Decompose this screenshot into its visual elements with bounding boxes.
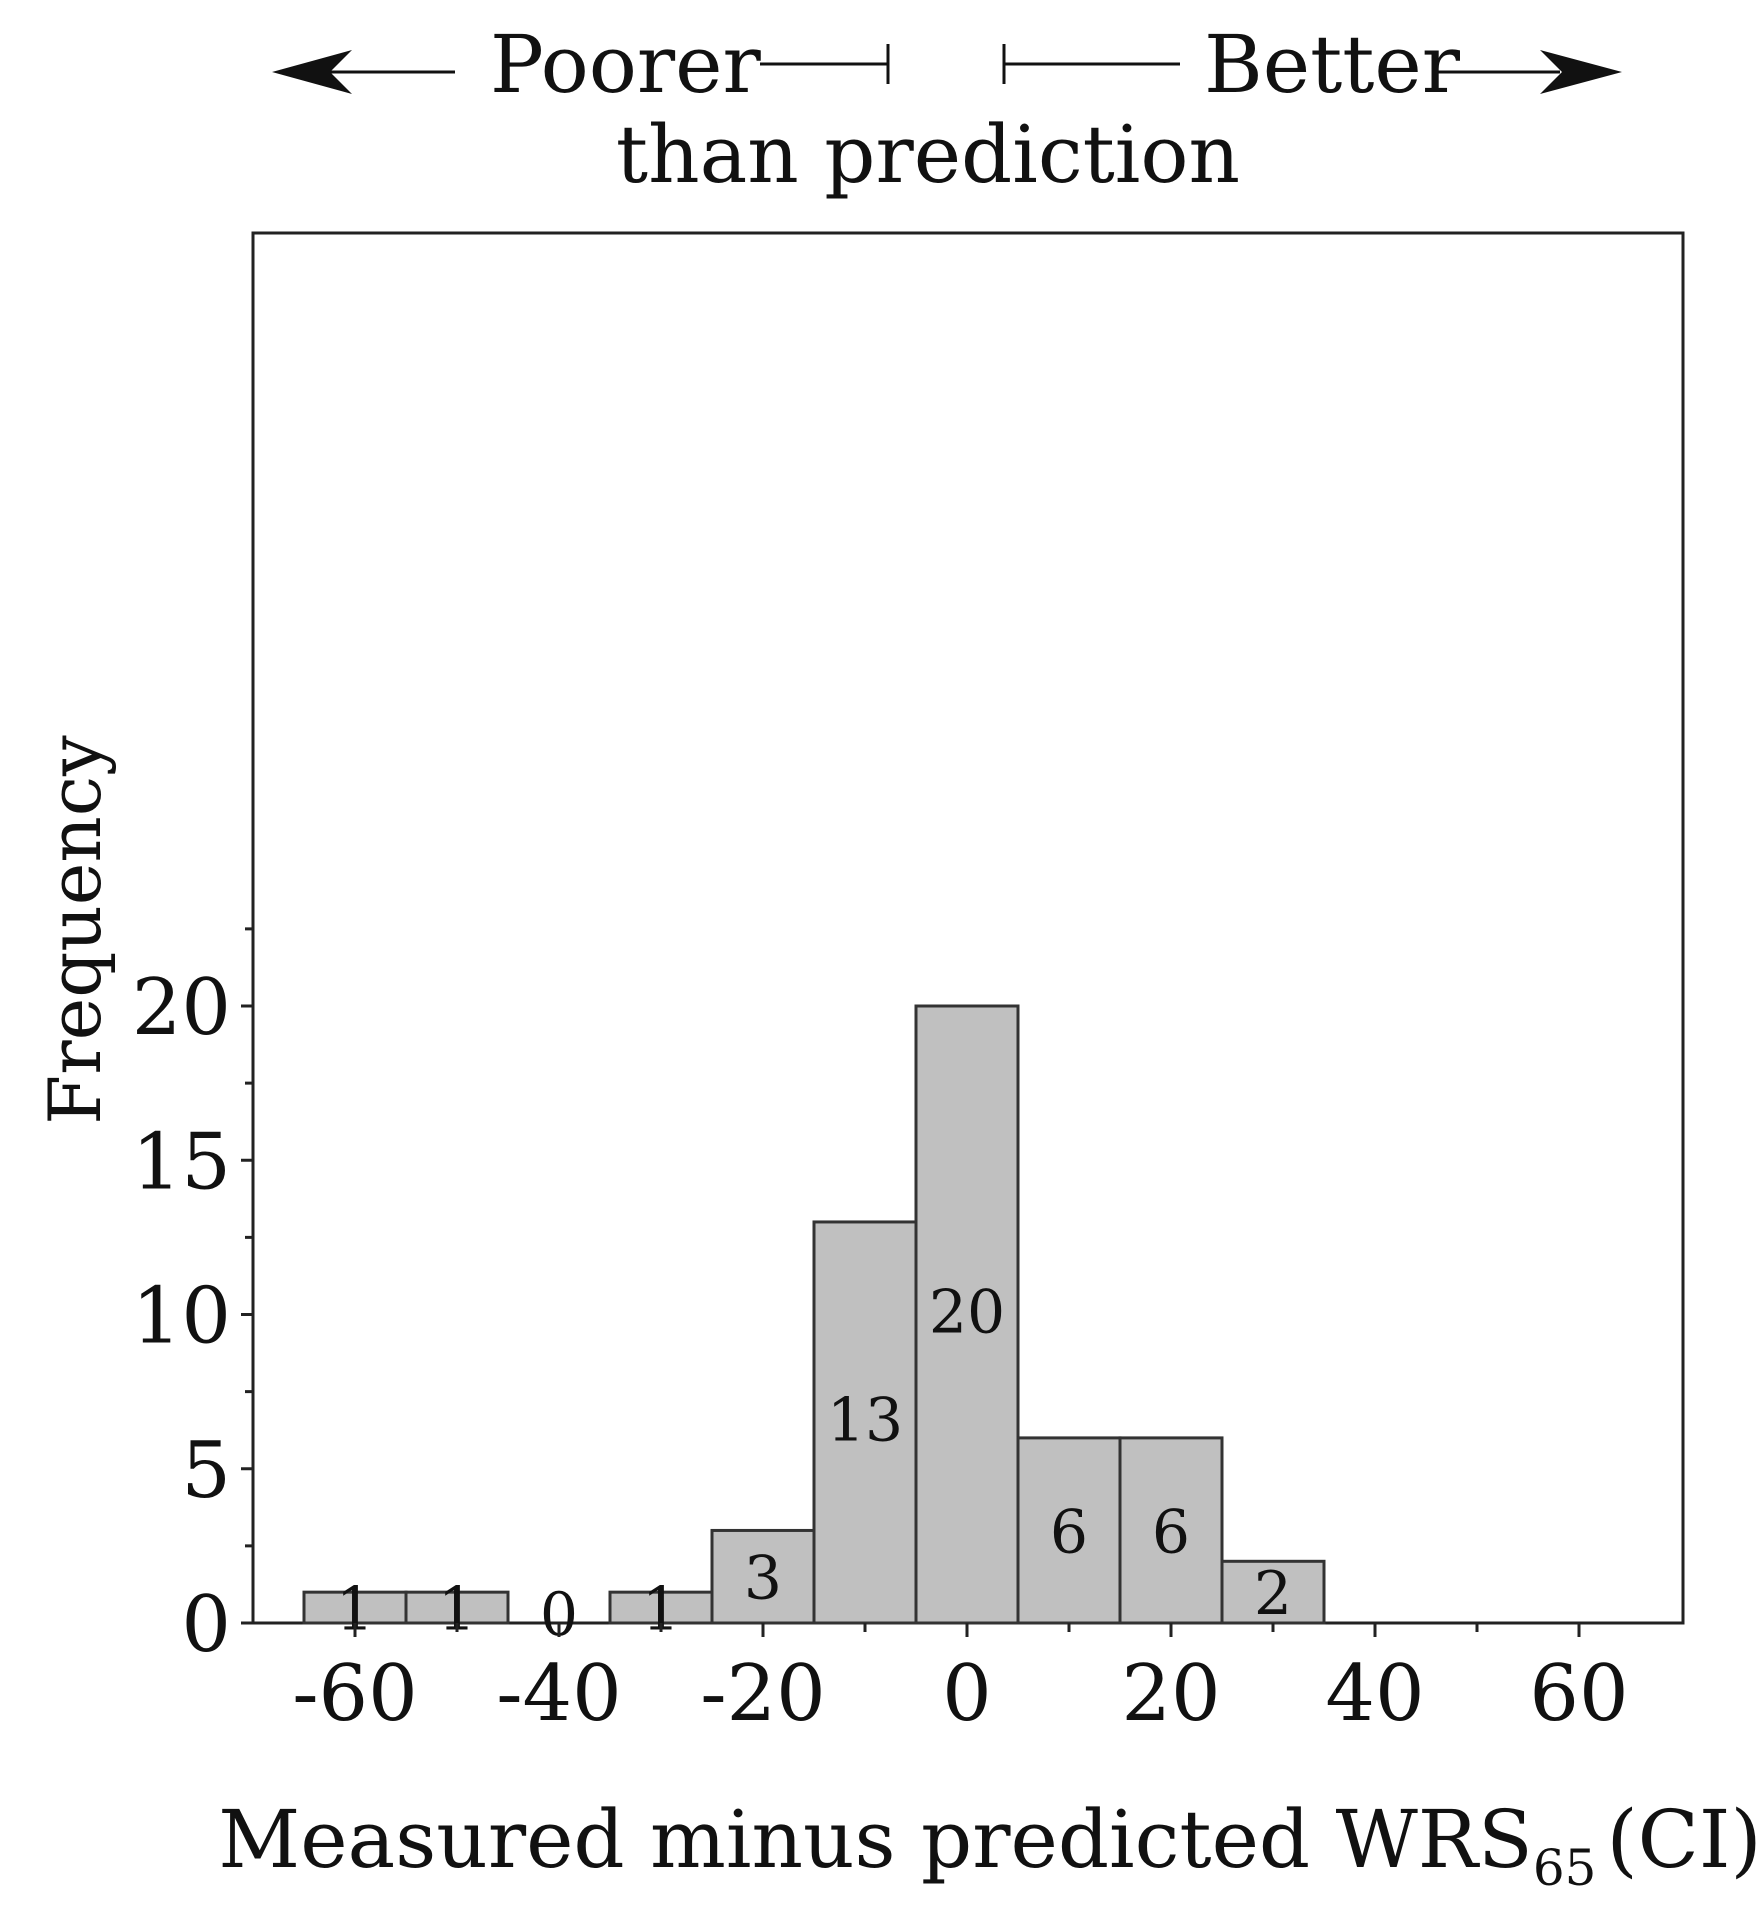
x-tick-label: -60 (292, 1649, 418, 1739)
bar-value-label: 13 (827, 1385, 903, 1455)
x-tick-label: -20 (700, 1649, 826, 1739)
x-axis-ticks: -60 -40 -20 0 20 40 60 (292, 1623, 1629, 1739)
y-axis-ticks: 0 5 10 15 20 (132, 927, 253, 1670)
bars-group (302, 1004, 1326, 1625)
direction-annotation: Poorer Better than prediction (272, 18, 1622, 201)
histogram-bar (1118, 1436, 1224, 1625)
x-axis-label-subscript: 65 (1533, 1839, 1597, 1897)
bar-value-label: 1 (438, 1575, 476, 1645)
histogram-bar (404, 1590, 510, 1625)
histogram-bar (914, 1004, 1020, 1625)
y-tick-label: 10 (132, 1272, 231, 1362)
histogram-bar (812, 1220, 918, 1625)
y-tick-label: 5 (181, 1426, 231, 1516)
x-axis-label-suffix: (CI) (1606, 1793, 1757, 1886)
x-axis-label: Measured minus predicted WRS65 (CI) (218, 1793, 1757, 1897)
bar-value-label: 2 (1254, 1559, 1292, 1629)
y-tick-label: 0 (181, 1580, 231, 1670)
histogram-bar (1220, 1559, 1326, 1625)
y-axis-label: Frequency (33, 735, 117, 1125)
x-tick-label: 40 (1325, 1649, 1424, 1739)
bar-value-label: 3 (744, 1544, 782, 1614)
right-arrowhead-icon (1540, 50, 1622, 94)
bar-value-label: 1 (642, 1575, 680, 1645)
better-label: Better (1204, 18, 1461, 111)
x-tick-label: 20 (1121, 1649, 1220, 1739)
x-axis-label-main: Measured minus predicted WRS (218, 1793, 1533, 1886)
bar-value-label: 0 (540, 1580, 578, 1650)
subtitle: than prediction (616, 108, 1240, 201)
y-tick-label: 15 (132, 1117, 231, 1207)
bar-value-label: 20 (929, 1278, 1005, 1348)
x-tick-label: 60 (1529, 1649, 1628, 1739)
bar-value-label: 6 (1050, 1497, 1088, 1567)
x-tick-label: 0 (942, 1649, 992, 1739)
histogram-bar (710, 1528, 816, 1625)
left-arrowhead-icon (272, 50, 352, 94)
y-tick-label: 20 (132, 963, 231, 1053)
bar-value-label: 6 (1152, 1497, 1190, 1567)
x-tick-label: -40 (496, 1649, 622, 1739)
poorer-label: Poorer (490, 18, 762, 111)
